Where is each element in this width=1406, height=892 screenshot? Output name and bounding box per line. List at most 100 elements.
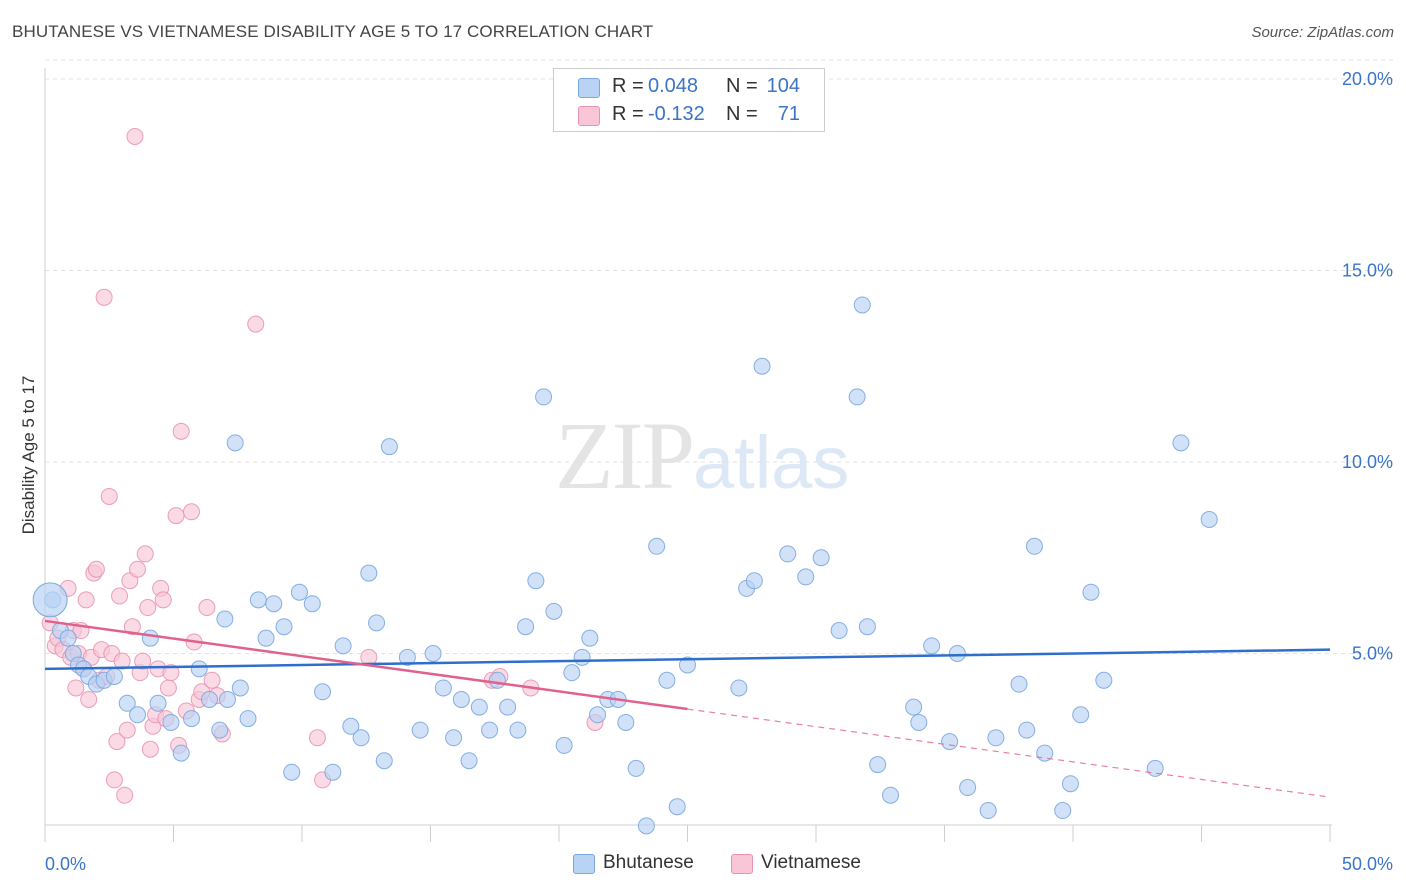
point-vietnamese	[247, 315, 265, 333]
y-tick-label: 20.0%	[1342, 69, 1393, 89]
point-vietnamese	[77, 591, 95, 609]
legend-swatch-vietnamese	[578, 106, 600, 126]
point-bhutanese	[200, 690, 218, 708]
point-bhutanese	[648, 537, 666, 555]
point-bhutanese	[360, 564, 378, 582]
point-bhutanese	[830, 622, 848, 640]
y-tick-label: 10.0%	[1342, 452, 1393, 472]
point-bhutanese	[910, 713, 928, 731]
point-bhutanese	[265, 595, 283, 613]
point-vietnamese	[172, 422, 190, 440]
point-bhutanese	[172, 744, 190, 762]
point-bhutanese	[1025, 537, 1043, 555]
point-bhutanese	[334, 637, 352, 655]
point-bhutanese	[1054, 802, 1072, 820]
point-bhutanese	[948, 645, 966, 662]
point-bhutanese	[452, 690, 470, 708]
point-bhutanese	[923, 637, 941, 655]
legend-r-value: 0.048	[648, 75, 699, 97]
legend-label-vietnamese: Vietnamese	[761, 852, 861, 873]
point-bhutanese	[987, 729, 1005, 747]
point-bhutanese	[216, 610, 234, 628]
point-bhutanese	[527, 572, 545, 590]
point-vietnamese	[136, 545, 154, 563]
point-bhutanese	[226, 434, 244, 452]
legend-r-value: -0.132	[648, 103, 705, 125]
point-bhutanese	[499, 698, 517, 716]
point-bhutanese	[589, 706, 607, 724]
point-bhutanese	[617, 713, 635, 731]
point-bhutanese	[959, 779, 977, 797]
point-bhutanese	[658, 671, 676, 689]
axes	[44, 68, 1332, 842]
point-vietnamese	[162, 664, 180, 682]
point-bhutanese	[797, 568, 815, 586]
point-bhutanese	[679, 656, 696, 674]
legend-swatch-bhutanese	[573, 854, 595, 874]
legend-r-label: R =	[612, 75, 644, 97]
legend-row-bhutanese: R = 0.048 N = 104	[554, 73, 824, 101]
point-vietnamese	[113, 652, 131, 670]
point-bhutanese	[257, 629, 275, 647]
point-bhutanese	[231, 679, 249, 697]
point-vietnamese	[116, 786, 134, 804]
legend-row-vietnamese: R = -0.132 N = 71	[554, 101, 824, 129]
point-vietnamese	[167, 507, 185, 525]
point-bhutanese	[470, 698, 488, 716]
point-vietnamese	[126, 127, 144, 145]
point-bhutanese	[481, 721, 499, 739]
trend-lines	[44, 619, 1331, 798]
point-bhutanese	[445, 729, 463, 747]
chart-title: BHUTANESE VS VIETNAMESE DISABILITY AGE 5…	[12, 22, 654, 41]
point-bhutanese	[424, 645, 442, 662]
point-bhutanese	[398, 648, 416, 666]
point-bhutanese	[249, 591, 267, 609]
watermark-zip: ZIP	[555, 402, 695, 509]
point-bhutanese	[218, 690, 236, 708]
point-bhutanese	[411, 721, 429, 739]
point-bhutanese	[275, 618, 293, 636]
point-bhutanese	[1200, 510, 1218, 528]
point-bhutanese	[105, 667, 123, 685]
point-bhutanese	[59, 629, 77, 647]
point-vietnamese	[111, 587, 129, 605]
point-vietnamese	[159, 679, 177, 697]
point-bhutanese	[753, 357, 771, 375]
point-vietnamese	[80, 690, 98, 708]
point-bhutanese	[190, 660, 208, 678]
legend-r-label: R =	[612, 103, 644, 125]
point-bhutanese	[314, 683, 332, 701]
point-vietnamese	[95, 288, 113, 306]
point-bhutanese	[745, 572, 763, 590]
point-bhutanese	[581, 629, 599, 647]
point-bhutanese	[905, 698, 923, 716]
point-vietnamese	[203, 671, 221, 689]
point-bhutanese	[460, 752, 478, 770]
point-vietnamese	[182, 503, 200, 521]
point-bhutanese	[779, 545, 797, 563]
trend-line-vietnamese-extension	[687, 708, 1331, 798]
point-vietnamese	[198, 599, 216, 617]
point-bhutanese	[290, 583, 308, 601]
point-vietnamese	[67, 679, 85, 697]
point-bhutanese	[162, 713, 180, 731]
point-bhutanese	[324, 763, 342, 781]
point-bhutanese	[380, 438, 398, 456]
point-bhutanese	[555, 736, 573, 754]
point-bhutanese	[545, 602, 563, 620]
point-vietnamese	[118, 721, 136, 739]
point-bhutanese	[853, 296, 871, 314]
legend-n-value: 104	[766, 75, 800, 97]
point-bhutanese	[182, 710, 200, 728]
point-vietnamese	[139, 599, 157, 617]
legend-n-label: N =	[726, 103, 758, 125]
legend-n-value: 71	[777, 103, 800, 125]
legend-swatch-bhutanese	[578, 78, 600, 98]
point-bhutanese	[848, 388, 866, 406]
point-bhutanese	[1095, 671, 1113, 689]
y-tick-label: 5.0%	[1352, 644, 1393, 664]
point-bhutanese	[1061, 775, 1079, 793]
point-vietnamese	[108, 733, 126, 751]
point-bhutanese	[129, 706, 147, 724]
